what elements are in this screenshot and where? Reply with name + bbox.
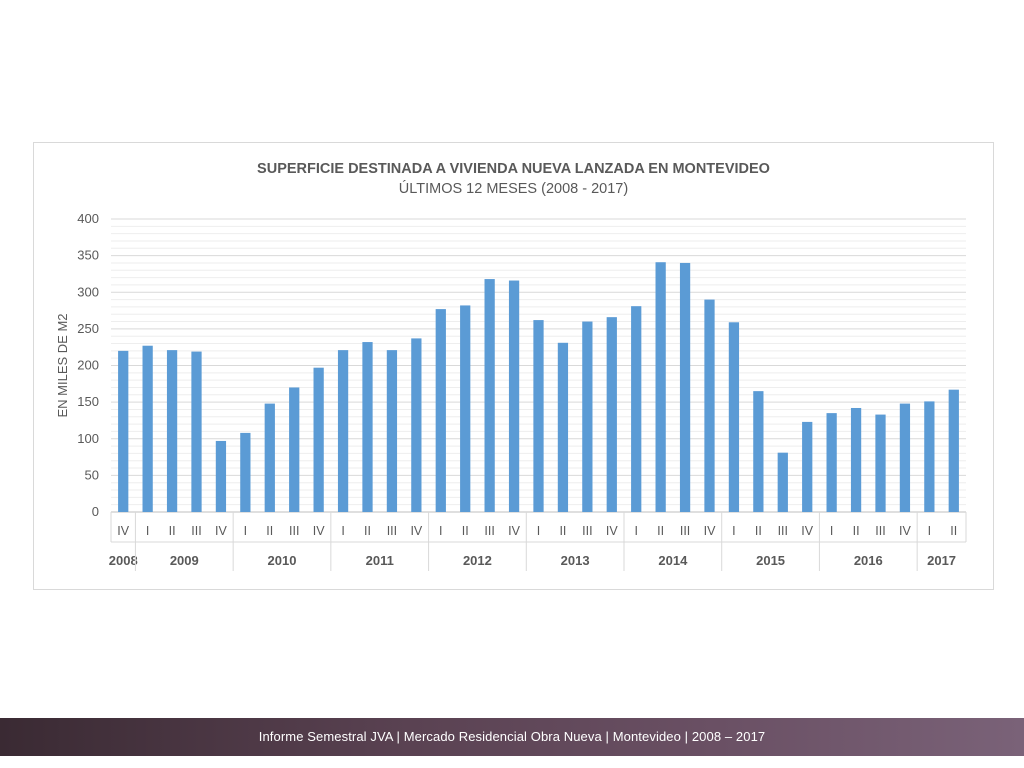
y-tick-label: 100 bbox=[77, 431, 99, 446]
bar bbox=[582, 321, 593, 512]
bar bbox=[802, 421, 813, 512]
bar bbox=[899, 403, 911, 512]
bar bbox=[826, 413, 837, 512]
y-tick-label: 250 bbox=[77, 321, 99, 336]
year-label: 2008 bbox=[109, 553, 138, 568]
bar bbox=[337, 350, 349, 512]
quarter-label: I bbox=[244, 524, 247, 538]
quarter-label: II bbox=[462, 524, 469, 538]
year-label: 2013 bbox=[561, 553, 590, 568]
quarter-label: I bbox=[341, 524, 344, 538]
y-tick-label: 50 bbox=[85, 467, 99, 482]
year-label: 2012 bbox=[463, 553, 492, 568]
quarter-label: I bbox=[928, 524, 931, 538]
bar bbox=[753, 391, 764, 512]
bar bbox=[411, 338, 422, 512]
quarter-label: III bbox=[582, 524, 592, 538]
bar bbox=[313, 367, 324, 512]
quarter-label: II bbox=[853, 524, 860, 538]
chart-frame: SUPERFICIE DESTINADA A VIVIENDA NUEVA LA… bbox=[33, 142, 994, 590]
quarter-label: I bbox=[732, 524, 735, 538]
y-tick-label: 150 bbox=[77, 394, 99, 409]
bar bbox=[533, 320, 544, 512]
bar bbox=[704, 299, 715, 512]
quarter-label: IV bbox=[117, 524, 129, 538]
year-label: 2011 bbox=[366, 553, 394, 568]
chart-title: SUPERFICIE DESTINADA A VIVIENDA NUEVA LA… bbox=[257, 161, 770, 177]
quarter-label: I bbox=[537, 524, 540, 538]
y-tick-label: 350 bbox=[77, 248, 99, 263]
quarter-label: IV bbox=[410, 524, 422, 538]
bar bbox=[362, 342, 373, 512]
bar bbox=[631, 306, 642, 512]
quarter-label: III bbox=[191, 524, 201, 538]
quarter-label: III bbox=[778, 524, 788, 538]
bar bbox=[435, 309, 446, 512]
quarter-label: I bbox=[439, 524, 442, 538]
bar bbox=[557, 342, 569, 512]
bar bbox=[924, 401, 935, 512]
quarter-label: II bbox=[657, 524, 664, 538]
bar bbox=[484, 279, 495, 512]
quarter-label: II bbox=[364, 524, 371, 538]
year-label: 2017 bbox=[927, 553, 956, 568]
quarter-label: II bbox=[950, 524, 957, 538]
bar bbox=[655, 262, 666, 512]
bar bbox=[606, 317, 617, 512]
year-label: 2010 bbox=[268, 553, 297, 568]
bar bbox=[728, 322, 740, 512]
bar bbox=[215, 440, 227, 512]
bar bbox=[850, 407, 862, 512]
bar bbox=[777, 452, 788, 512]
bar bbox=[386, 350, 398, 512]
quarter-label: II bbox=[266, 524, 273, 538]
year-label: 2016 bbox=[854, 553, 883, 568]
bar bbox=[460, 305, 471, 512]
quarter-label: IV bbox=[313, 524, 325, 538]
quarter-label: IV bbox=[899, 524, 911, 538]
bar bbox=[118, 350, 129, 512]
bar bbox=[508, 280, 520, 512]
quarter-label: III bbox=[875, 524, 885, 538]
quarter-label: III bbox=[484, 524, 494, 538]
bar bbox=[142, 345, 153, 512]
footer-text: Informe Semestral JVA | Mercado Residenc… bbox=[258, 729, 766, 744]
quarter-label: IV bbox=[606, 524, 618, 538]
bar bbox=[289, 387, 300, 512]
quarter-label: III bbox=[289, 524, 299, 538]
bar bbox=[191, 351, 202, 512]
y-axis-title: EN MILES DE M2 bbox=[55, 313, 70, 417]
bar bbox=[875, 414, 886, 512]
quarter-label: II bbox=[169, 524, 176, 538]
quarter-label: III bbox=[680, 524, 690, 538]
quarter-label: II bbox=[559, 524, 566, 538]
bar bbox=[240, 432, 251, 512]
y-tick-label: 200 bbox=[77, 358, 99, 373]
chart-subtitle: ÚLTIMOS 12 MESES (2008 - 2017) bbox=[398, 181, 629, 197]
bar bbox=[679, 262, 691, 512]
year-label: 2014 bbox=[658, 553, 688, 568]
quarter-label: I bbox=[146, 524, 149, 538]
bar bbox=[948, 389, 959, 512]
bar bbox=[166, 350, 178, 512]
bar bbox=[264, 403, 275, 512]
quarter-label: III bbox=[387, 524, 397, 538]
quarter-label: IV bbox=[215, 524, 227, 538]
quarter-label: II bbox=[755, 524, 762, 538]
quarter-label: IV bbox=[704, 524, 716, 538]
quarter-label: IV bbox=[508, 524, 520, 538]
y-tick-label: 300 bbox=[77, 284, 99, 299]
quarter-label: IV bbox=[801, 524, 813, 538]
bar-chart: 0 50 100 150 200 250 300 350 400 EN MILES DE M2 IV… bbox=[55, 211, 967, 571]
footer-bar: Informe Semestral JVA | Mercado Residenc… bbox=[0, 718, 1024, 756]
quarter-label: I bbox=[634, 524, 637, 538]
y-tick-label: 0 bbox=[92, 504, 99, 519]
year-label: 2009 bbox=[170, 553, 199, 568]
y-tick-label: 400 bbox=[77, 211, 99, 226]
year-label: 2015 bbox=[756, 553, 785, 568]
quarter-label: I bbox=[830, 524, 833, 538]
